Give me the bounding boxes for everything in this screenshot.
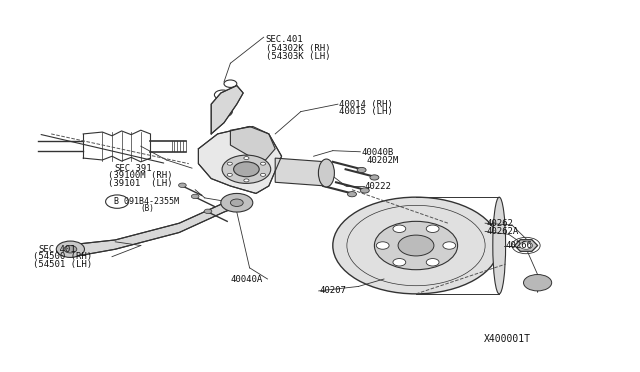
- Circle shape: [64, 246, 77, 253]
- Circle shape: [230, 199, 243, 206]
- Circle shape: [520, 242, 532, 249]
- Text: 40040A: 40040A: [230, 275, 262, 283]
- Text: (B): (B): [141, 204, 155, 213]
- Text: (54302K (RH): (54302K (RH): [266, 44, 330, 53]
- Circle shape: [426, 259, 439, 266]
- Circle shape: [244, 179, 249, 182]
- Circle shape: [191, 194, 199, 199]
- Text: 40222: 40222: [365, 182, 392, 190]
- Circle shape: [234, 162, 259, 177]
- Text: SEC.401: SEC.401: [266, 35, 303, 44]
- Circle shape: [260, 162, 266, 165]
- Text: SEC.391: SEC.391: [114, 164, 152, 173]
- Circle shape: [221, 193, 253, 212]
- Circle shape: [393, 259, 406, 266]
- Text: (54501 (LH): (54501 (LH): [33, 260, 92, 269]
- Circle shape: [360, 188, 369, 193]
- Circle shape: [357, 167, 366, 173]
- Circle shape: [227, 162, 232, 165]
- Text: X400001T: X400001T: [484, 334, 531, 344]
- Circle shape: [376, 242, 389, 249]
- Circle shape: [393, 225, 406, 232]
- Text: 40266: 40266: [506, 241, 532, 250]
- Text: 40040B: 40040B: [362, 148, 394, 157]
- Text: (39101  (LH): (39101 (LH): [108, 179, 172, 188]
- Circle shape: [333, 197, 499, 294]
- Text: (39100M (RH): (39100M (RH): [108, 171, 172, 180]
- Circle shape: [524, 275, 552, 291]
- Circle shape: [222, 155, 271, 183]
- Circle shape: [398, 235, 434, 256]
- Polygon shape: [198, 126, 282, 193]
- Text: SEC.401: SEC.401: [38, 245, 76, 254]
- Circle shape: [348, 192, 356, 197]
- Polygon shape: [515, 240, 538, 251]
- Circle shape: [374, 221, 458, 270]
- Text: (54500 (RH): (54500 (RH): [33, 252, 92, 261]
- Text: (54303K (LH): (54303K (LH): [266, 52, 330, 61]
- Circle shape: [244, 157, 249, 160]
- Circle shape: [370, 175, 379, 180]
- Ellipse shape: [493, 197, 506, 294]
- Text: 40207: 40207: [320, 286, 347, 295]
- Circle shape: [56, 241, 84, 257]
- Text: B 091B4-2355M: B 091B4-2355M: [114, 197, 179, 206]
- Circle shape: [443, 242, 456, 249]
- Circle shape: [227, 173, 232, 176]
- Text: 40262: 40262: [486, 219, 513, 228]
- Text: 40014 (RH): 40014 (RH): [339, 100, 393, 109]
- Circle shape: [179, 183, 186, 187]
- Polygon shape: [64, 197, 243, 257]
- Circle shape: [204, 209, 212, 214]
- Text: 40202M: 40202M: [366, 156, 398, 165]
- Polygon shape: [275, 158, 326, 186]
- Circle shape: [260, 173, 266, 176]
- Polygon shape: [230, 126, 275, 160]
- Circle shape: [426, 225, 439, 232]
- Text: 40262A: 40262A: [486, 227, 518, 236]
- Ellipse shape: [319, 159, 334, 187]
- Text: 40015 (LH): 40015 (LH): [339, 107, 393, 116]
- Polygon shape: [211, 86, 243, 134]
